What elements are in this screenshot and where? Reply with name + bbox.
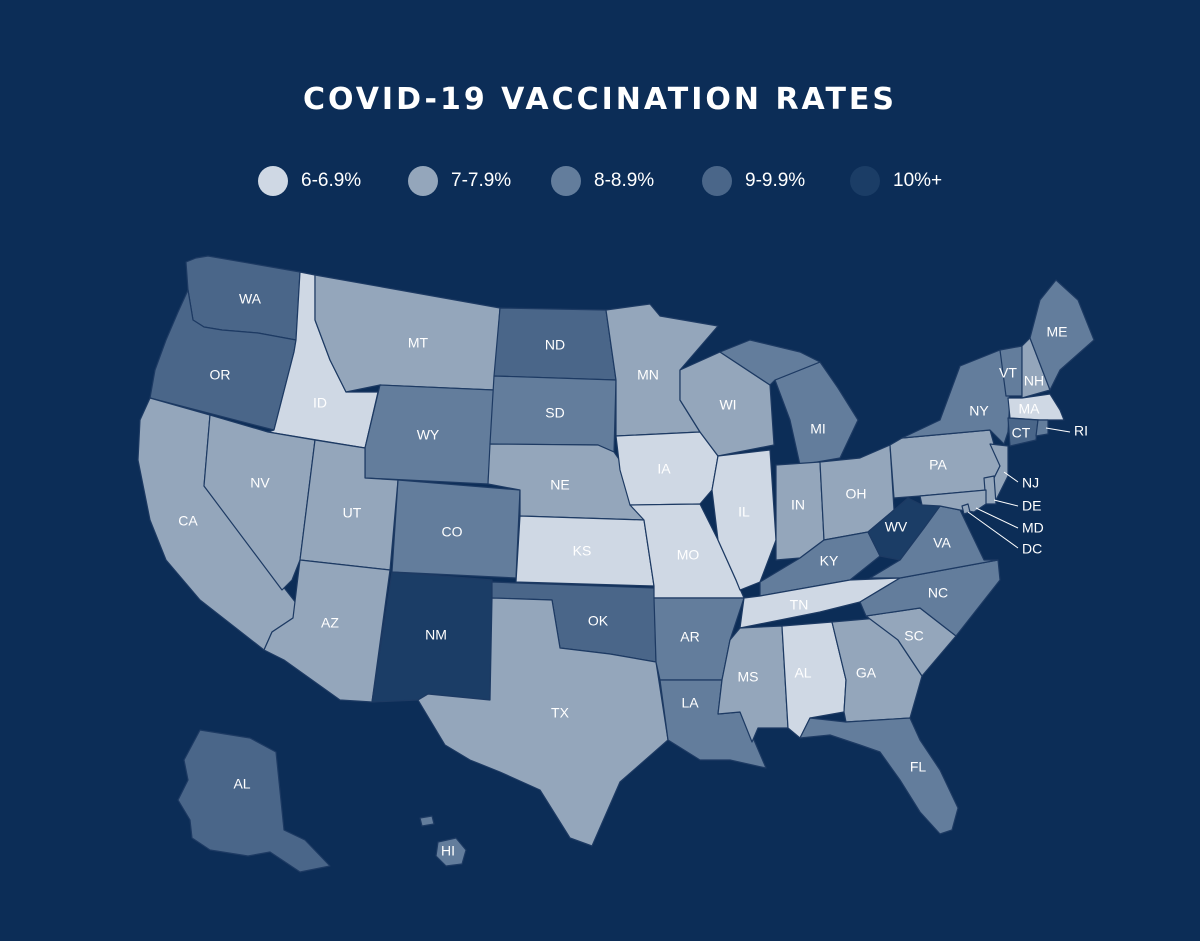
legend-swatch-9: [702, 166, 732, 196]
label-ID: ID: [313, 395, 327, 411]
label-AK: AL: [233, 776, 250, 792]
state-NV: [203, 414, 316, 591]
legend-label-6: 6-6.9%: [301, 170, 362, 191]
label-VA: VA: [933, 535, 951, 551]
legend-swatch-10: [850, 166, 880, 196]
label-ME: ME: [1047, 324, 1068, 340]
label-NV: NV: [250, 475, 270, 491]
label-IA: IA: [657, 461, 671, 477]
state-DC: [961, 503, 971, 515]
legend-item-9: 9-9.9%: [702, 164, 805, 198]
state-AK: [177, 729, 331, 873]
label-TX: TX: [551, 705, 570, 721]
state-RI: [1035, 419, 1049, 437]
state-FL: [799, 717, 959, 835]
label-RI: RI: [1074, 423, 1088, 439]
label-HI: HI: [441, 843, 455, 859]
label-DE: DE: [1022, 498, 1041, 514]
label-IL: IL: [738, 504, 750, 520]
state-HI-maui: [419, 815, 435, 827]
label-WV: WV: [885, 519, 908, 535]
state-WY: [364, 384, 495, 485]
label-SD: SD: [545, 405, 564, 421]
label-CT: CT: [1012, 425, 1031, 441]
label-AL: AL: [794, 665, 811, 681]
leader-RI: [1045, 427, 1071, 433]
label-SC: SC: [904, 628, 923, 644]
legend-item-10: 10%+: [850, 164, 942, 198]
label-TN: TN: [790, 597, 809, 613]
label-GA: GA: [856, 665, 877, 681]
legend-label-10: 10%+: [893, 170, 943, 191]
legend-label-7: 7-7.9%: [451, 170, 512, 191]
label-FL: FL: [910, 759, 927, 775]
label-WY: WY: [417, 427, 440, 443]
legend-label-8: 8-8.9%: [594, 170, 655, 191]
label-UT: UT: [343, 505, 362, 521]
label-MI: MI: [810, 421, 826, 437]
map-title: COVID-19 VACCINATION RATES: [302, 82, 898, 117]
legend-item-7: 7-7.9%: [408, 164, 511, 198]
label-NH: NH: [1024, 373, 1044, 389]
leader-DC: [967, 511, 1019, 549]
state-CT: [1007, 417, 1039, 447]
state-MI: [774, 361, 859, 466]
state-ME: [1029, 279, 1095, 391]
label-CA: CA: [178, 513, 198, 529]
state-MT: [314, 274, 501, 393]
state-TX: [417, 597, 669, 847]
label-MD: MD: [1022, 520, 1044, 536]
label-ND: ND: [545, 337, 565, 353]
label-AR: AR: [680, 629, 699, 645]
label-WA: WA: [239, 291, 262, 307]
label-IN: IN: [791, 497, 805, 513]
leader-MD: [975, 507, 1019, 529]
leader-NJ: [1003, 471, 1019, 483]
state-MI-upper: [719, 339, 821, 386]
label-LA: LA: [681, 695, 699, 711]
legend: 6-6.9% 7-7.9% 8-8.9% 9-9.9% 10%+: [258, 164, 958, 198]
label-MS: MS: [738, 669, 759, 685]
label-MT: MT: [408, 335, 429, 351]
label-WI: WI: [719, 397, 736, 413]
label-NE: NE: [550, 477, 569, 493]
label-CO: CO: [442, 524, 463, 540]
label-MN: MN: [637, 367, 659, 383]
label-MA: MA: [1019, 401, 1041, 417]
state-NY: [901, 349, 1011, 445]
label-OR: OR: [210, 367, 231, 383]
legend-item-6: 6-6.9%: [258, 164, 361, 198]
leader-DE: [993, 499, 1019, 507]
legend-swatch-8: [551, 166, 581, 196]
legend-label-9: 9-9.9%: [745, 170, 806, 191]
legend-swatch-6: [258, 166, 288, 196]
label-KS: KS: [573, 543, 592, 559]
label-MO: MO: [677, 547, 700, 563]
label-OH: OH: [846, 486, 867, 502]
label-VT: VT: [999, 365, 1017, 381]
state-HI: [435, 837, 467, 867]
label-DC: DC: [1022, 541, 1042, 557]
legend-item-8: 8-8.9%: [551, 164, 654, 198]
state-AZ: [263, 559, 391, 703]
label-NC: NC: [928, 585, 948, 601]
state-IL: [711, 449, 777, 591]
label-KY: KY: [820, 553, 839, 569]
label-NM: NM: [425, 627, 447, 643]
label-NJ: NJ: [1022, 475, 1039, 491]
label-PA: PA: [929, 457, 947, 473]
legend-swatch-7: [408, 166, 438, 196]
label-OK: OK: [588, 613, 609, 629]
label-NY: NY: [969, 403, 989, 419]
label-AZ: AZ: [321, 615, 339, 631]
